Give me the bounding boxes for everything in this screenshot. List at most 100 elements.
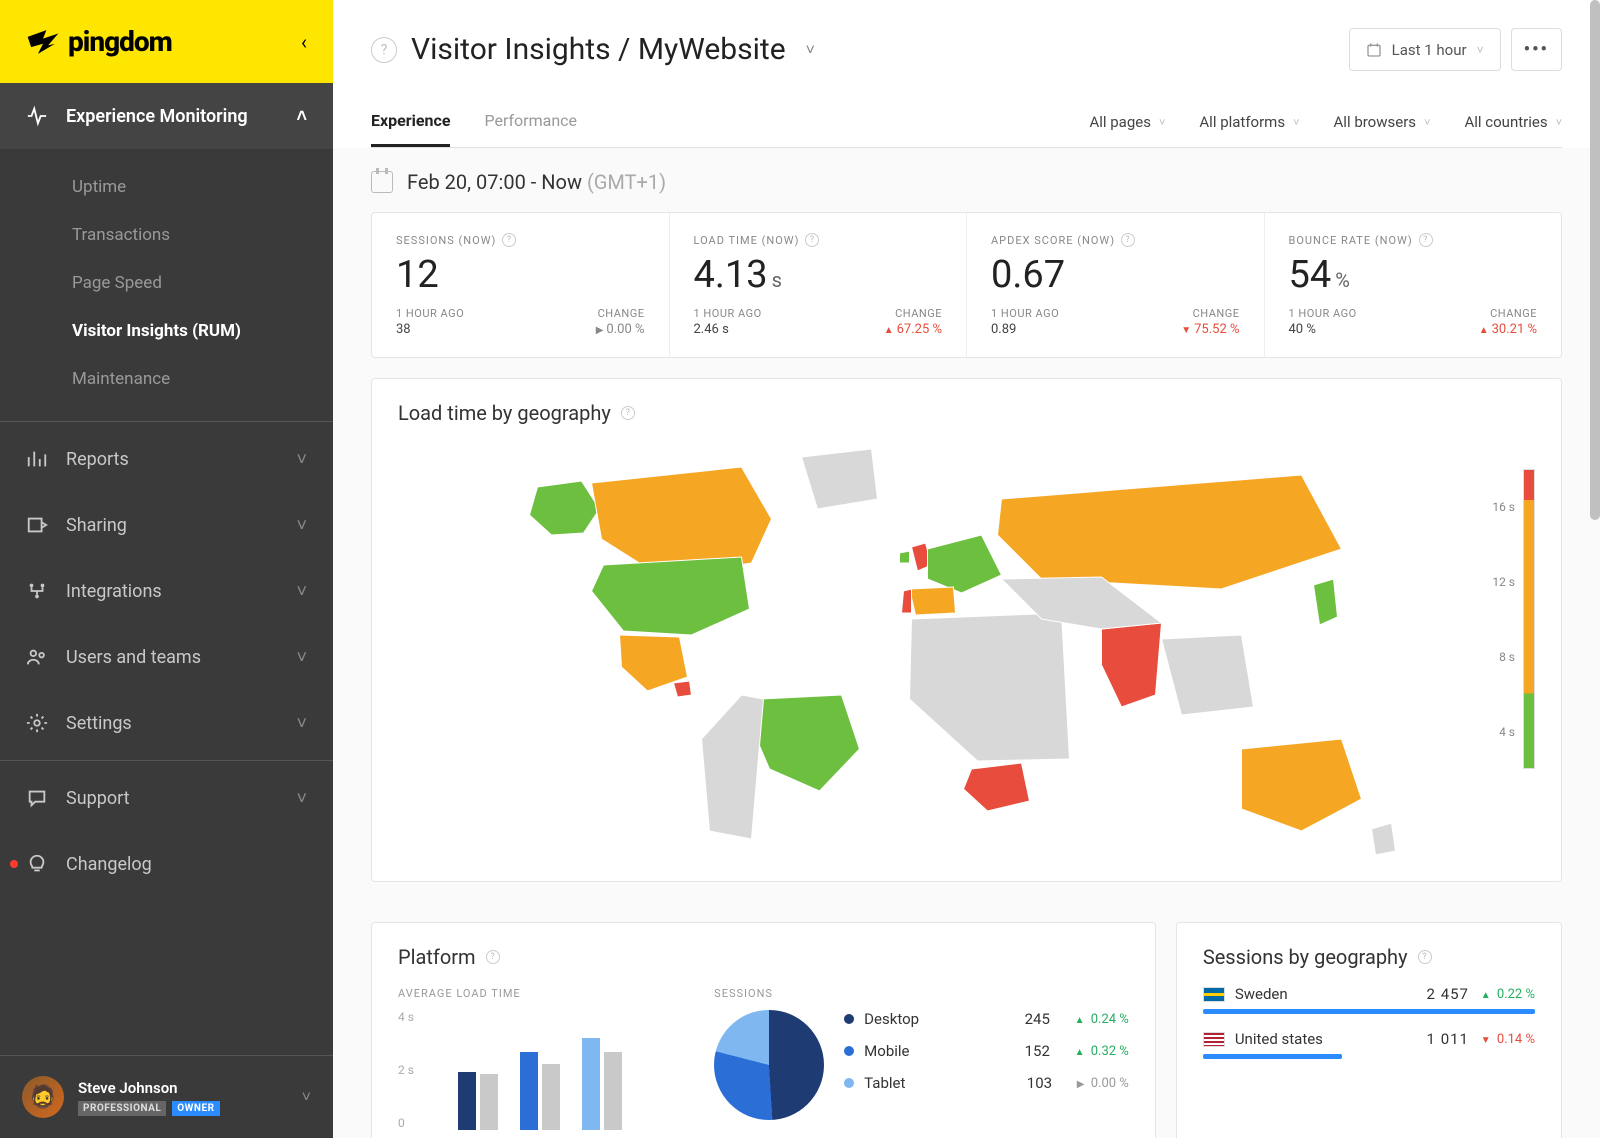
map-region-south-africa[interactable]: [964, 763, 1030, 811]
reports-icon: [26, 448, 48, 470]
date-tz: (GMT+1): [587, 170, 666, 194]
geo-change: ▲ 0.22 %: [1479, 987, 1535, 1002]
geo-row[interactable]: Sweden2 457▲ 0.22 %: [1203, 985, 1535, 1014]
tab-experience[interactable]: Experience: [371, 97, 450, 147]
platform-value: 103: [1027, 1074, 1067, 1092]
geo-row[interactable]: United states1 011▼ 0.14 %: [1203, 1030, 1535, 1059]
map-region-russia[interactable]: [998, 475, 1342, 589]
support-icon: [26, 787, 48, 809]
filter-all-platforms[interactable]: All platforms˅: [1199, 113, 1299, 131]
y-tick: 2 s: [398, 1063, 414, 1077]
bar-group: [458, 1072, 498, 1130]
nav-section-experience[interactable]: Experience Monitoring ˄: [0, 83, 333, 149]
help-icon[interactable]: ?: [621, 406, 635, 420]
date-range-display: Feb 20, 07:00 - Now (GMT+1): [371, 170, 1562, 194]
legend-dot: [844, 1046, 854, 1056]
title-dropdown-icon[interactable]: ˅: [806, 40, 815, 60]
map-region-portugal[interactable]: [902, 589, 912, 613]
logo-bar: pingdom ‹: [0, 0, 333, 83]
map-region-australia[interactable]: [1242, 739, 1362, 831]
platform-value: 152: [1025, 1042, 1065, 1060]
legend-dot: [844, 1014, 854, 1024]
filter-all-pages[interactable]: All pages˅: [1089, 113, 1165, 131]
kpi-change-value: ▼75.52 %: [1181, 322, 1239, 337]
map-region-brazil[interactable]: [752, 695, 860, 791]
tab-performance[interactable]: Performance: [484, 97, 577, 147]
map-region-spain[interactable]: [910, 587, 956, 615]
sidebar-sub-visitor-insights-rum-[interactable]: Visitor Insights (RUM): [0, 307, 333, 355]
map-region-india[interactable]: [1102, 623, 1162, 707]
help-icon[interactable]: ?: [371, 37, 397, 63]
bar: [542, 1064, 560, 1130]
tabs-row: Experience Performance All pages˅ All plat…: [371, 97, 1562, 148]
map-region-alaska[interactable]: [530, 481, 600, 535]
sidebar-item-reports[interactable]: Reports˅: [0, 426, 333, 492]
bar: [480, 1074, 498, 1130]
user-name: Steve Johnson: [78, 1079, 220, 1097]
kpi-label: LOAD TIME (NOW): [694, 234, 800, 247]
nav-label: Changelog: [66, 854, 152, 875]
kpi-label: APDEX SCORE (NOW): [991, 234, 1115, 247]
map-region-japan[interactable]: [1314, 579, 1338, 625]
nav-label: Reports: [66, 449, 129, 470]
sessions-label: SESSIONS: [714, 987, 1129, 1000]
legend-tick: 12 s: [1481, 575, 1515, 589]
world-map[interactable]: [398, 439, 1465, 859]
bar-group: [520, 1052, 560, 1130]
sidebar-item-sharing[interactable]: Sharing˅: [0, 492, 333, 558]
nav-label: Integrations: [66, 581, 162, 602]
help-icon[interactable]: ?: [486, 950, 500, 964]
notification-dot: [10, 860, 18, 868]
chevron-down-icon: ˅: [1477, 43, 1484, 57]
sidebar-sub-transactions[interactable]: Transactions: [0, 211, 333, 259]
sidebar-sub-uptime[interactable]: Uptime: [0, 163, 333, 211]
settings-icon: [26, 712, 48, 734]
kpi-ago-value: 2.46 s: [694, 322, 762, 337]
filter-all-countries[interactable]: All countries˅: [1464, 113, 1562, 131]
y-tick: 0: [398, 1116, 414, 1130]
brand-logo[interactable]: pingdom: [26, 25, 172, 59]
time-range-selector[interactable]: Last 1 hour ˅: [1349, 28, 1501, 71]
sidebar-item-integrations[interactable]: Integrations˅: [0, 558, 333, 624]
nav-sub-list: UptimeTransactionsPage SpeedVisitor Insi…: [0, 149, 333, 417]
user-footer[interactable]: 🧔 Steve Johnson PROFESSIONAL OWNER ˅: [0, 1055, 333, 1138]
platform-row: Mobile152▲ 0.32 %: [844, 1042, 1129, 1060]
sharing-icon: [26, 514, 48, 536]
kpi-ago-value: 40 %: [1289, 322, 1357, 337]
sidebar-collapse-icon[interactable]: ‹: [301, 30, 307, 54]
sidebar-item-users-and-teams[interactable]: Users and teams˅: [0, 624, 333, 690]
avatar: 🧔: [22, 1076, 64, 1118]
bar: [604, 1052, 622, 1130]
platform-row: Tablet103▶ 0.00 %: [844, 1074, 1129, 1092]
help-icon[interactable]: ?: [1121, 233, 1135, 247]
flag-icon: [1203, 987, 1225, 1002]
map-region-ireland[interactable]: [900, 551, 910, 563]
platform-title: Platform: [398, 945, 476, 969]
sidebar-sub-maintenance[interactable]: Maintenance: [0, 355, 333, 403]
kpi-card: BOUNCE RATE (NOW)? 54% 1 HOUR AGO40 % CH…: [1265, 213, 1562, 357]
nav-label: Users and teams: [66, 647, 201, 668]
map-region-south-america-rest[interactable]: [702, 695, 764, 839]
help-icon[interactable]: ?: [1419, 233, 1433, 247]
map-region-africa-rest[interactable]: [910, 613, 1070, 761]
user-role-badge: OWNER: [172, 1101, 219, 1116]
topbar: ? Visitor Insights / MyWebsite ˅ Last 1 …: [333, 0, 1600, 148]
filter-all-browsers[interactable]: All browsers˅: [1334, 113, 1431, 131]
more-menu-button[interactable]: •••: [1511, 28, 1562, 71]
map-region-se-asia[interactable]: [1162, 635, 1254, 715]
map-panel-title: Load time by geography: [398, 401, 611, 425]
sidebar-item-support[interactable]: Support˅: [0, 765, 333, 831]
map-region-w-europe[interactable]: [928, 535, 1002, 593]
sidebar-item-changelog[interactable]: Changelog: [0, 831, 333, 897]
help-icon[interactable]: ?: [502, 233, 516, 247]
help-icon[interactable]: ?: [1418, 950, 1432, 964]
sidebar-item-settings[interactable]: Settings˅: [0, 690, 333, 756]
sidebar-sub-page-speed[interactable]: Page Speed: [0, 259, 333, 307]
bar: [582, 1038, 600, 1130]
map-region-usa[interactable]: [592, 557, 750, 635]
help-icon[interactable]: ?: [805, 233, 819, 247]
map-region-nz[interactable]: [1372, 823, 1396, 855]
map-region-mexico-tip[interactable]: [674, 681, 692, 697]
map-region-greenland[interactable]: [802, 449, 878, 509]
platform-change: ▲ 0.24 %: [1075, 1012, 1129, 1027]
